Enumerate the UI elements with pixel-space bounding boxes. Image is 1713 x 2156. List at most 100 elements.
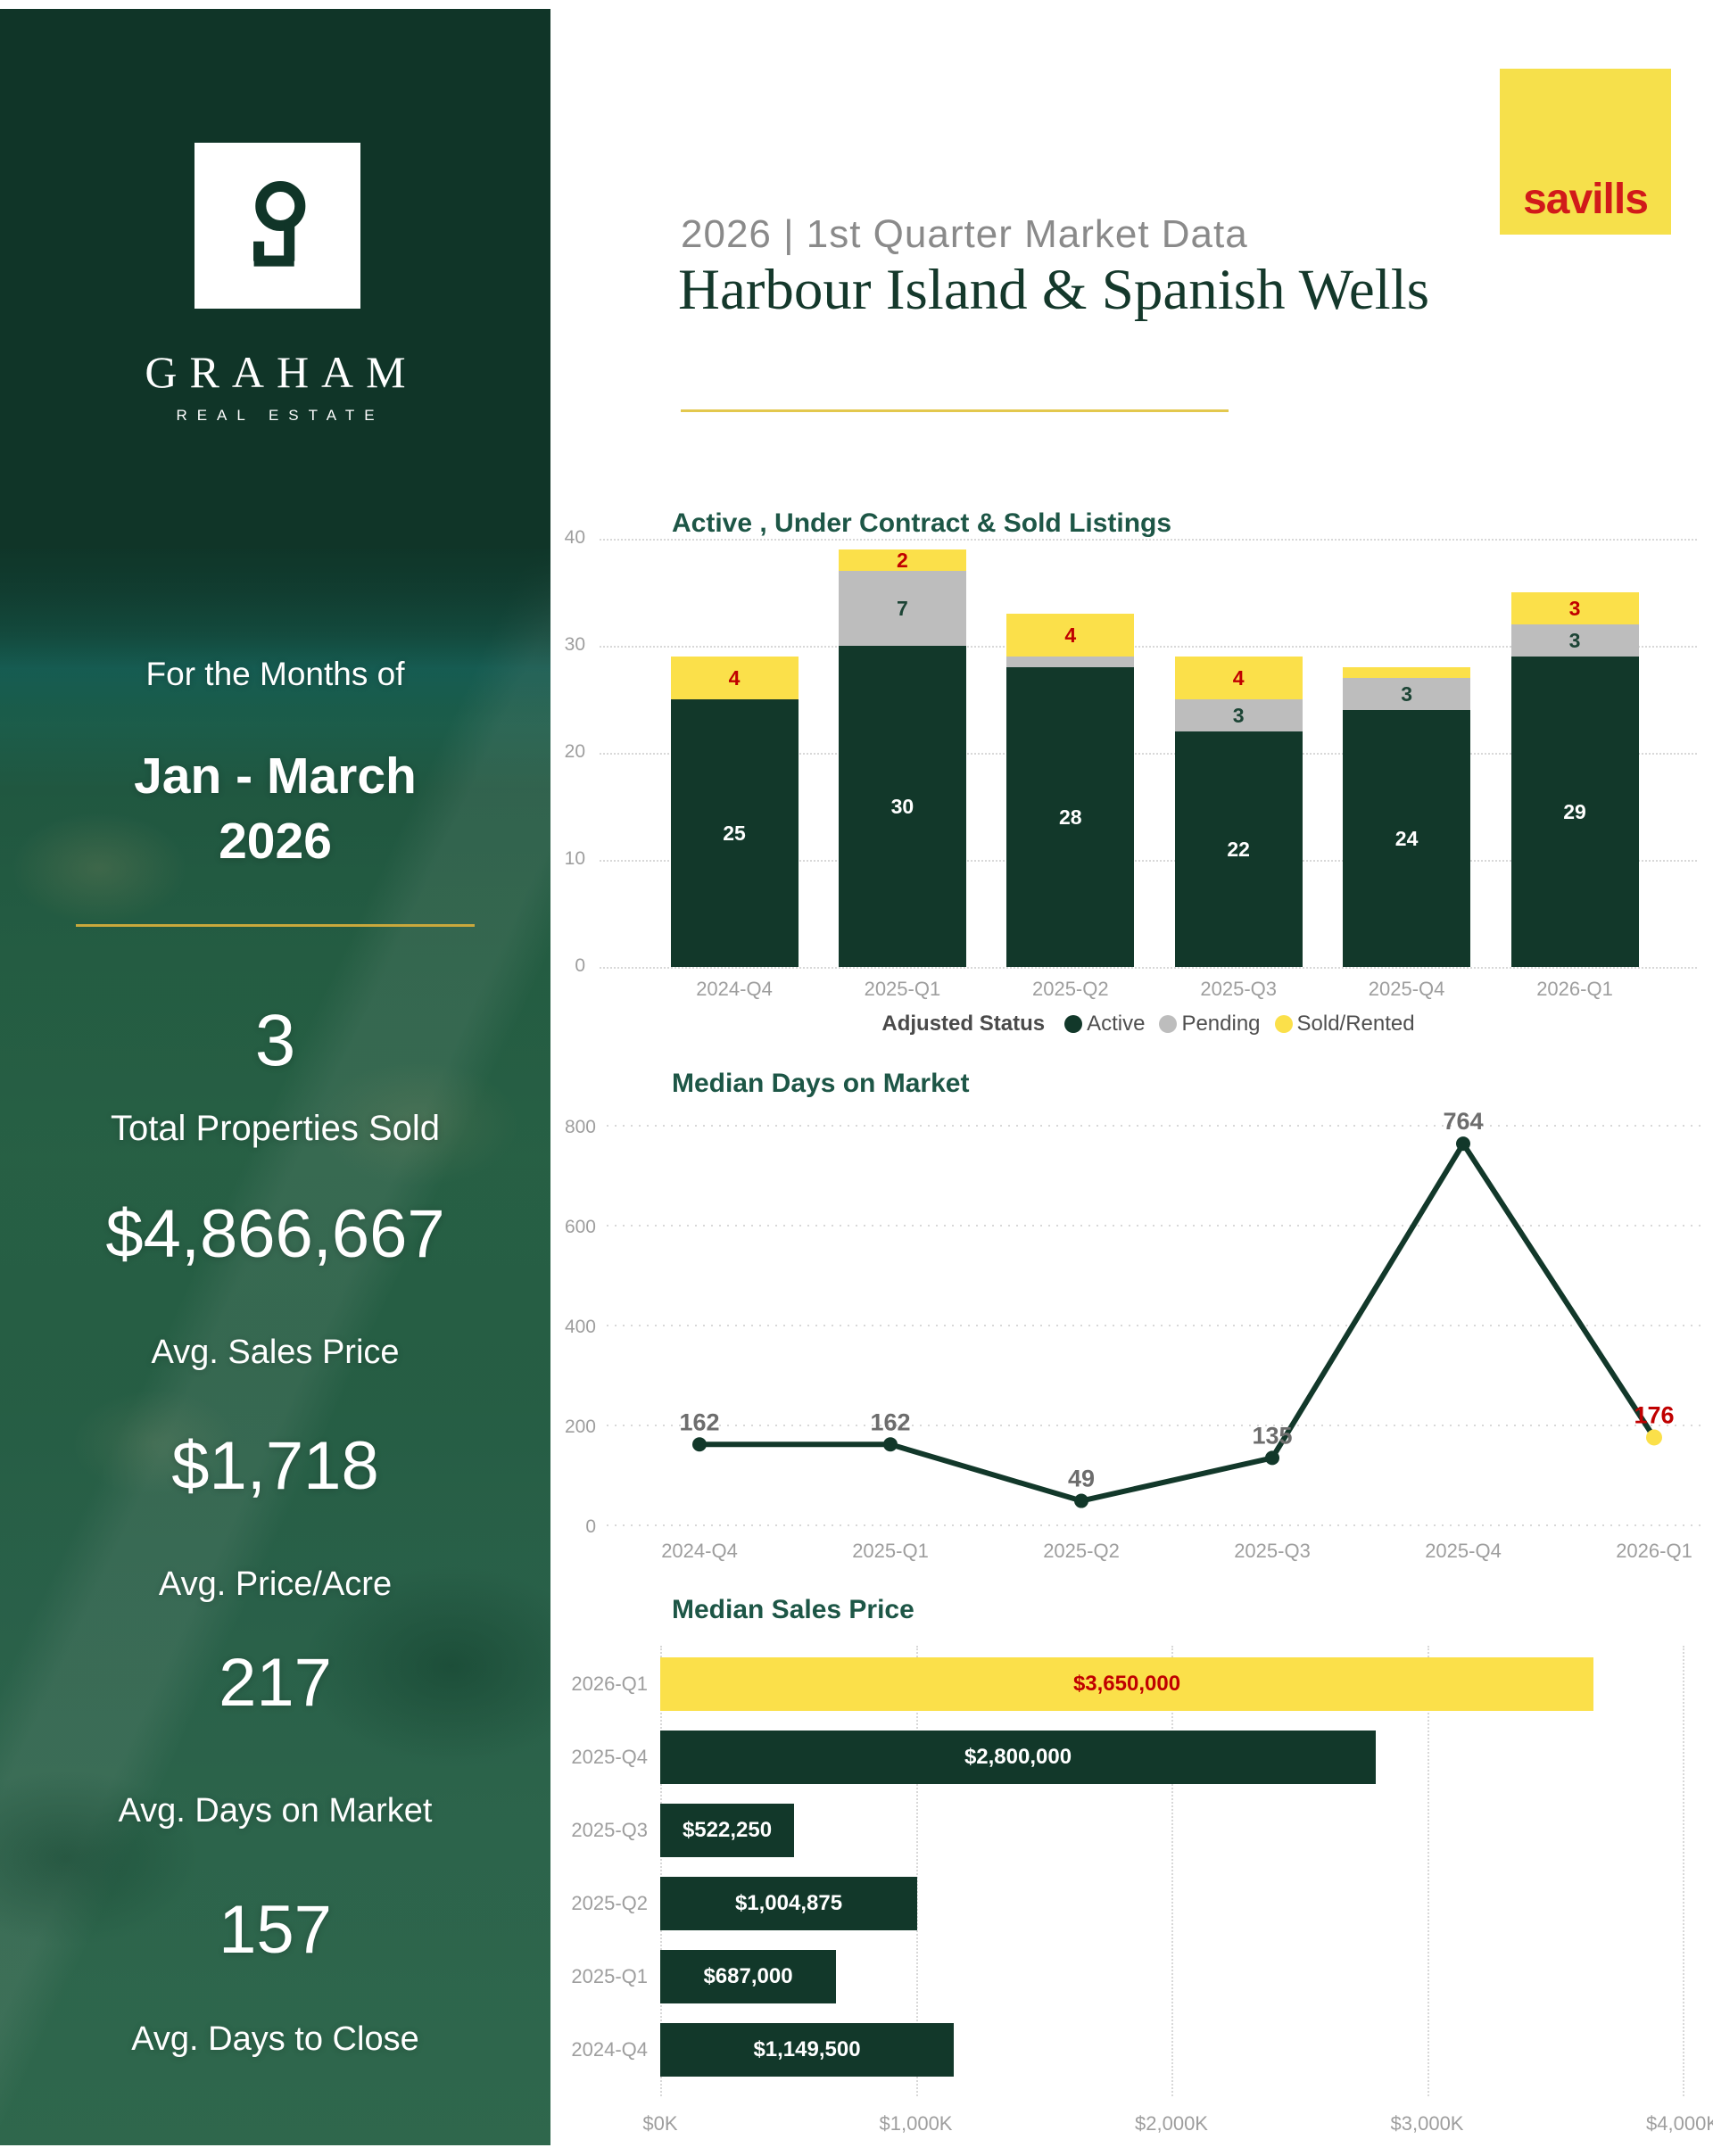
price-bar: $687,000 — [660, 1950, 836, 2003]
x-axis-tick: $0K — [642, 2112, 678, 2135]
report-subtitle: 2026 | 1st Quarter Market Data — [681, 212, 1248, 256]
x-axis-tick: $1,000K — [879, 2112, 953, 2135]
data-points — [692, 1136, 1662, 1508]
bar-segment-pending: 7 — [838, 571, 966, 646]
y-axis-tick: 30 — [564, 634, 585, 655]
y-axis-label: 2025-Q2 — [571, 1892, 648, 1914]
svg-text:49: 49 — [1068, 1466, 1095, 1492]
y-axis-label: 2026-Q1 — [571, 1673, 648, 1695]
x-axis-label: 2026-Q1 — [1536, 978, 1613, 1000]
bar-value-label: $522,250 — [682, 1818, 773, 1842]
brand-tagline: REAL ESTATE — [176, 407, 385, 424]
bar-segment-active: 24 — [1343, 710, 1471, 967]
x-axis-label: 2025-Q2 — [1031, 978, 1109, 1000]
chart1-title: Active , Under Contract & Sold Listings — [672, 508, 1172, 538]
bar-segment-soldrented: 4 — [1006, 614, 1135, 657]
x-axis-label: 2025-Q1 — [864, 978, 941, 1000]
svg-text:135: 135 — [1252, 1422, 1292, 1449]
y-axis-label: 2025-Q1 — [571, 1965, 648, 1987]
svg-text:200: 200 — [565, 1417, 596, 1437]
svg-text:162: 162 — [679, 1408, 719, 1435]
bar-segment-active: 29 — [1510, 657, 1639, 967]
y-axis-tick: 20 — [564, 741, 585, 762]
stat-total-sold-label: Total Properties Sold — [110, 1109, 441, 1148]
bar-value-label: 25 — [723, 821, 746, 845]
gold-divider — [76, 924, 475, 927]
bar-segment-active: 28 — [1006, 667, 1135, 967]
chart3-title: Median Sales Price — [672, 1595, 914, 1624]
bar-value-label: 28 — [1059, 805, 1082, 829]
bar-value-label: 4 — [728, 665, 741, 690]
sidebar: GRAHAM REAL ESTATE For the Months of Jan… — [0, 9, 550, 2145]
stat-avg-price-acre-value: $1,718 — [171, 1428, 379, 1504]
period-intro: For the Months of — [145, 656, 405, 692]
bar-value-label: 24 — [1394, 826, 1419, 850]
legend-item-active: Active — [1064, 1012, 1145, 1037]
report-title: Harbour Island & Spanish Wells — [678, 258, 1430, 322]
stat-avg-days-market-value: 217 — [219, 1645, 332, 1721]
bar-segment-pending — [1006, 657, 1135, 667]
bar-value-label: 3 — [1568, 596, 1581, 620]
x-axis-tick: $2,000K — [1135, 2112, 1208, 2135]
savills-logo: savills — [1500, 69, 1671, 235]
stat-avg-days-close-label: Avg. Days to Close — [131, 2020, 419, 2058]
sidebar-photo-backdrop: For the Months of Jan - March 2026 3 Tot… — [0, 549, 550, 2145]
stat-avg-days-close-value: 157 — [219, 1892, 332, 1968]
savills-logo-text: savills — [1523, 176, 1649, 223]
gridline — [1683, 1646, 1684, 2096]
bar-value-label: 22 — [1227, 837, 1250, 861]
gridline — [660, 1646, 662, 2096]
chart2-title: Median Days on Market — [672, 1069, 970, 1098]
bar-segment-soldrented: 3 — [1510, 592, 1639, 624]
gridline — [1427, 1646, 1429, 2096]
legend-item-label: Sold/Rented — [1296, 1012, 1415, 1036]
svg-text:2025-Q2: 2025-Q2 — [1043, 1540, 1120, 1562]
gridline — [600, 967, 1697, 969]
bar-value-label: $687,000 — [703, 1964, 793, 1988]
stat-avg-sales-price-label: Avg. Sales Price — [151, 1334, 400, 1371]
bar-value-label: 7 — [896, 596, 908, 620]
legend-item-label: Active — [1087, 1012, 1146, 1036]
bar-value-label: $2,800,000 — [964, 1745, 1072, 1769]
bar-value-label: 4 — [1232, 665, 1245, 690]
price-bar: $3,650,000 — [660, 1657, 1593, 1711]
x-axis-tick: $3,000K — [1390, 2112, 1464, 2135]
bar-value-label: 3 — [1401, 681, 1412, 706]
bar-segment-active: 22 — [1174, 731, 1303, 967]
y-axis-tick: 0 — [575, 955, 585, 976]
period-year: 2026 — [219, 813, 332, 870]
stat-avg-days-market-label: Avg. Days on Market — [118, 1792, 433, 1830]
y-axis-label: 2024-Q4 — [571, 2038, 648, 2061]
data-labels: 162 162 49 135 764 176 — [679, 1108, 1674, 1491]
active-legend-dot — [1064, 1015, 1083, 1033]
graham-logo — [194, 143, 360, 309]
svg-text:2024-Q4: 2024-Q4 — [661, 1540, 738, 1562]
price-bar: $1,004,875 — [660, 1877, 917, 1930]
x-axis-labels: 2024-Q4 2025-Q1 2025-Q2 2025-Q3 2025-Q4 2026-… — [661, 1540, 1692, 1562]
bar-segment-soldrented: 2 — [838, 548, 966, 572]
bar-value-label: 4 — [1064, 623, 1077, 647]
svg-text:2026-Q1: 2026-Q1 — [1616, 1540, 1692, 1562]
bar-segment-soldrented: 4 — [670, 657, 799, 699]
bar-value-label: 2 — [896, 548, 908, 572]
y-axis-tick: 40 — [564, 527, 585, 548]
legend-item-label: Pending — [1181, 1012, 1261, 1036]
bar-segment-soldrented — [1343, 667, 1471, 678]
bar-value-label: 30 — [890, 794, 914, 818]
line-series — [699, 1141, 1657, 1504]
legend-item-sold: Sold/Rented — [1274, 1012, 1415, 1037]
bar-value-label: $1,149,500 — [753, 2037, 861, 2061]
bar-segment-pending: 3 — [1510, 624, 1639, 657]
bar-segment-pending: 3 — [1343, 678, 1471, 710]
bar-value-label: 3 — [1232, 703, 1245, 727]
svg-text:176: 176 — [1634, 1401, 1674, 1428]
bar-segment-pending: 3 — [1174, 699, 1303, 731]
svg-text:400: 400 — [565, 1317, 596, 1337]
gridlines — [607, 1125, 1704, 1526]
bar-value-label: 29 — [1563, 799, 1586, 823]
svg-text:2025-Q3: 2025-Q3 — [1234, 1540, 1311, 1562]
y-axis-label: 2025-Q4 — [571, 1746, 648, 1768]
keyhole-icon — [253, 180, 306, 267]
